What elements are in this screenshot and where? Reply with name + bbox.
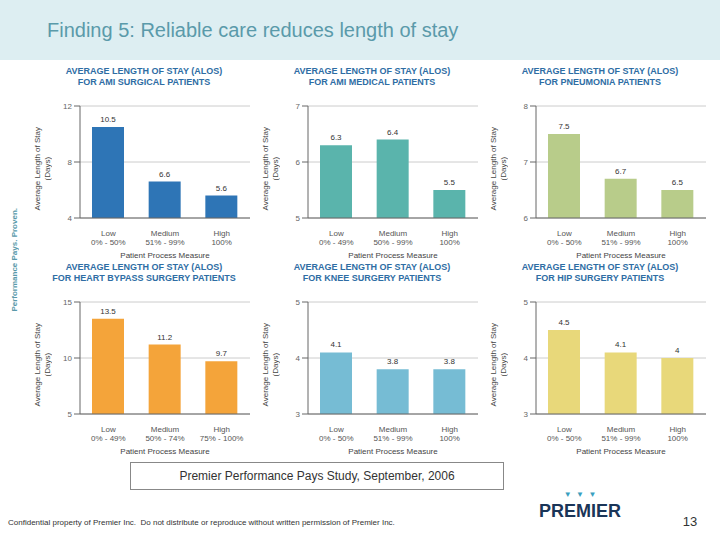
html-text:FOR AMI MEDICAL PATIENTS: FOR AMI MEDICAL PATIENTS [308,77,436,87]
html-text:FOR AMI SURGICAL PATIENTS: FOR AMI SURGICAL PATIENTS [77,77,211,87]
svg-text:Patient Process Measure: Patient Process Measure [348,251,438,258]
svg-text:3: 3 [296,410,301,419]
svg-text:High100%: High100% [211,229,231,247]
svg-text:4: 4 [675,346,680,355]
html-text:Average Length of Stay (Days): Average Length of Stay (Days) [261,127,280,211]
svg-text:5: 5 [68,410,73,419]
html-text:AVERAGE LENGTH OF STAY (ALOS): AVERAGE LENGTH OF STAY (ALOS) [293,66,451,76]
svg-text:3.8: 3.8 [444,357,456,366]
html-text:AVERAGE LENGTH OF STAY (ALOS): AVERAGE LENGTH OF STAY (ALOS) [65,66,223,76]
svg-text:Patient Process Measure: Patient Process Measure [576,251,666,258]
html-text:Average Length of Stay (Days): Average Length of Stay (Days) [261,323,280,407]
html-text:Performance Pays. Proven.: Performance Pays. Proven. [9,208,19,312]
html-text:FOR HEART BYPASS SURGERY PATIE: FOR HEART BYPASS SURGERY PATIENTS [52,273,236,283]
html-text:Average Length of Stay (Days): Average Length of Stay (Days) [489,127,508,211]
svg-text:Medium50% - 74%: Medium50% - 74% [145,425,184,443]
svg-text:6.7: 6.7 [615,167,627,176]
svg-text:15: 15 [63,298,72,307]
svg-text:Low0% - 49%: Low0% - 49% [319,229,354,247]
svg-text:13.5: 13.5 [100,307,116,316]
svg-text:10.5: 10.5 [100,115,116,124]
svg-text:Patient Process Measure: Patient Process Measure [120,447,210,454]
svg-text:Medium51% - 99%: Medium51% - 99% [373,425,412,443]
html-text:FOR HIP SURGERY PATIENTS: FOR HIP SURGERY PATIENTS [535,273,665,283]
svg-text:5.5: 5.5 [444,178,456,187]
svg-text:Low0% - 50%: Low0% - 50% [91,229,126,247]
svg-text:High100%: High100% [667,229,687,247]
svg-text:Low0% - 50%: Low0% - 50% [319,425,354,443]
html-text:Finding 5: Reliable care reduc: Finding 5: Reliable care reduces length … [47,18,459,41]
svg-text:Patient Process Measure: Patient Process Measure [576,447,666,454]
svg-text:4.1: 4.1 [615,340,627,349]
svg-text:Patient Process Measure: Patient Process Measure [120,251,210,258]
svg-text:4: 4 [296,354,301,363]
html-text:AVERAGE LENGTH OF STAY (ALOS): AVERAGE LENGTH OF STAY (ALOS) [521,262,679,272]
svg-text:6.5: 6.5 [672,178,684,187]
svg-text:6.4: 6.4 [387,128,399,137]
svg-text:6.6: 6.6 [159,170,171,179]
svg-text:7: 7 [524,158,529,167]
svg-text:Medium50% - 99%: Medium50% - 99% [373,229,412,247]
svg-text:7: 7 [296,102,301,111]
svg-text:4.5: 4.5 [558,318,570,327]
svg-text:9.7: 9.7 [216,349,228,358]
svg-text:High100%: High100% [439,425,459,443]
html-text:Premier Performance Pays Study: Premier Performance Pays Study, Septembe… [179,469,455,483]
svg-text:5: 5 [296,298,301,307]
svg-text:Medium51% - 99%: Medium51% - 99% [601,425,640,443]
html-text:Average Length of Stay (Days): Average Length of Stay (Days) [489,323,508,407]
html-text:Average Length of Stay (Days): Average Length of Stay (Days) [33,127,52,211]
html-text:Average Length of Stay (Days): Average Length of Stay (Days) [33,323,52,407]
svg-text:8: 8 [524,102,529,111]
svg-text:5: 5 [524,298,529,307]
svg-text:Patient Process Measure: Patient Process Measure [348,447,438,454]
html-text:13: 13 [682,514,698,529]
svg-text:10: 10 [63,354,72,363]
html-text:PREMIER: PREMIER [539,501,621,521]
svg-text:4: 4 [524,354,529,363]
svg-text:6: 6 [524,214,529,223]
svg-text:Low0% - 50%: Low0% - 50% [547,425,582,443]
svg-text:High100%: High100% [439,229,459,247]
svg-text:Low0% - 50%: Low0% - 50% [547,229,582,247]
html-text:FOR KNEE SURGERY PATIENTS: FOR KNEE SURGERY PATIENTS [302,273,442,283]
svg-text:Low0% - 49%: Low0% - 49% [91,425,126,443]
svg-text:Medium51% - 99%: Medium51% - 99% [601,229,640,247]
svg-text:12: 12 [63,102,72,111]
svg-text:5.6: 5.6 [216,184,228,193]
svg-text:6: 6 [296,158,301,167]
svg-text:3: 3 [524,410,529,419]
svg-text:High100%: High100% [667,425,687,443]
svg-text:4: 4 [68,214,73,223]
svg-text:Medium51% - 99%: Medium51% - 99% [145,229,184,247]
svg-text:7.5: 7.5 [558,122,570,131]
html-text:FOR PNEUMONIA PATIENTS: FOR PNEUMONIA PATIENTS [539,77,661,87]
svg-text:High75% - 100%: High75% - 100% [200,425,244,443]
html-text:AVERAGE LENGTH OF STAY (ALOS): AVERAGE LENGTH OF STAY (ALOS) [293,262,451,272]
html-text:Confidential property of Premi: Confidential property of Premier Inc. Do… [8,518,395,527]
svg-text:4.1: 4.1 [330,340,342,349]
html-text:AVERAGE LENGTH OF STAY (ALOS): AVERAGE LENGTH OF STAY (ALOS) [65,262,223,272]
svg-text:8: 8 [68,158,73,167]
svg-text:3.8: 3.8 [387,357,399,366]
svg-text:6.3: 6.3 [330,133,342,142]
svg-text:11.2: 11.2 [157,333,173,342]
svg-text:5: 5 [296,214,301,223]
html-text:AVERAGE LENGTH OF STAY (ALOS): AVERAGE LENGTH OF STAY (ALOS) [521,66,679,76]
